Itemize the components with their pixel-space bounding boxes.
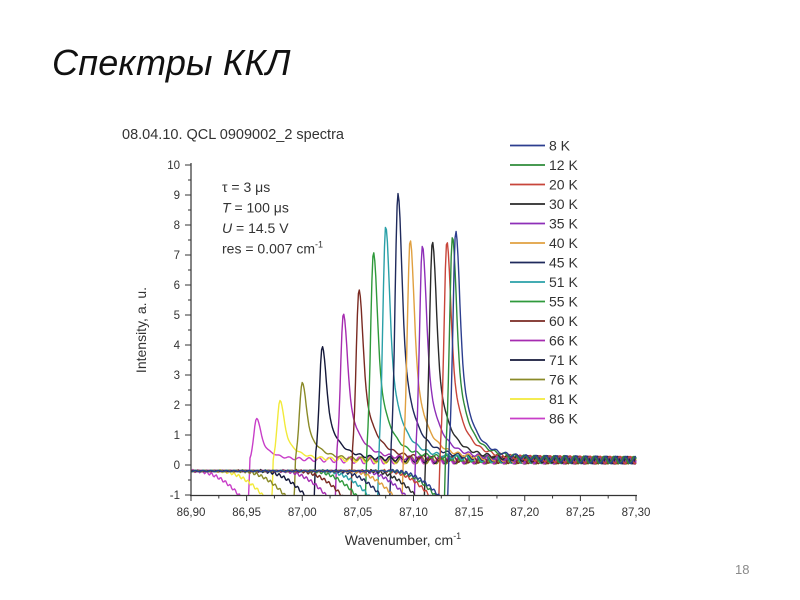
legend-item: 40 K — [510, 235, 578, 251]
y-tick-label: 2 — [174, 400, 180, 412]
x-axis-label-text: Wavenumber, cm — [345, 532, 453, 548]
legend-item: 66 K — [510, 333, 578, 349]
annotation-line: U = 14.5 V — [222, 220, 289, 236]
legend-label: 45 K — [549, 255, 578, 271]
x-axis-label-sup: -1 — [453, 531, 461, 541]
y-ticks: -1 0 1 2 3 4 5 6 7 8 9 10 — [167, 160, 191, 502]
x-tick-label: 87,10 — [399, 507, 428, 519]
annotation-value: = 100 μs — [231, 200, 289, 216]
x-tick-label: 86,95 — [232, 507, 261, 519]
annotation-value: = 3 μs — [228, 179, 271, 195]
x-tick-label: 87,30 — [622, 507, 651, 519]
legend-item: 81 K — [510, 391, 578, 407]
legend-item: 55 K — [510, 294, 578, 310]
legend-item: 12 K — [510, 157, 578, 173]
chart-title: 08.04.10. QCL 0909002_2 spectra — [122, 127, 345, 143]
annotation-symbol: T — [222, 200, 232, 216]
legend-label: 51 K — [549, 274, 578, 290]
annotation-value: = 0.007 cm — [241, 241, 315, 257]
legend-label: 35 K — [549, 216, 578, 232]
legend-label: 60 K — [549, 313, 578, 329]
y-tick-label: 1 — [174, 430, 180, 442]
y-tick-label: -1 — [170, 490, 180, 502]
legend-item: 51 K — [510, 274, 578, 290]
legend-item: 45 K — [510, 255, 578, 271]
legend-item: 30 K — [510, 196, 578, 212]
slide-number: 18 — [735, 562, 750, 577]
legend-item: 35 K — [510, 216, 578, 232]
legend-label: 12 K — [549, 157, 578, 173]
annotation-line: res = 0.007 cm-1 — [222, 240, 323, 257]
y-tick-label: 4 — [174, 340, 181, 352]
legend-item: 76 K — [510, 372, 578, 388]
legend-item: 86 K — [510, 411, 578, 427]
annotations: τ = 3 μs T = 100 μs U = 14.5 V res = 0.007 … — [222, 179, 323, 257]
legend-label: 40 K — [549, 235, 578, 251]
legend: 8 K 12 K 20 K 30 K 35 K 40 K 45 K 51 K 55 K 60 K 6… — [510, 138, 578, 427]
legend-label: 76 K — [549, 372, 578, 388]
annotation-sup: -1 — [315, 240, 323, 250]
legend-label: 86 K — [549, 411, 578, 427]
x-tick-label: 87,05 — [343, 507, 372, 519]
legend-label: 71 K — [549, 352, 578, 368]
curves-group — [191, 192, 637, 495]
y-tick-label: 0 — [174, 460, 180, 472]
legend-item: 60 K — [510, 313, 578, 329]
annotation-symbol: τ — [222, 179, 228, 195]
x-tick-label: 87,20 — [510, 507, 539, 519]
legend-label: 30 K — [549, 196, 578, 212]
x-tick-label: 87,15 — [455, 507, 484, 519]
legend-label: 55 K — [549, 294, 578, 310]
y-tick-label: 5 — [174, 310, 180, 322]
slide-title: Спектры ККЛ — [52, 42, 291, 83]
x-axis-label: Wavenumber, cm-1 — [345, 531, 461, 548]
x-tick-label: 87,25 — [566, 507, 595, 519]
y-tick-label: 7 — [174, 250, 180, 262]
annotation-symbol: res — [222, 241, 241, 257]
y-axis-label: Intensity, a. u. — [133, 287, 149, 373]
legend-item: 8 K — [510, 138, 571, 154]
legend-label: 81 K — [549, 391, 578, 407]
y-tick-label: 8 — [174, 220, 180, 232]
x-tick-label: 87,00 — [288, 507, 317, 519]
series-line-8k — [191, 230, 637, 495]
annotation-symbol: U — [222, 220, 233, 236]
annotation-line: T = 100 μs — [222, 200, 289, 216]
x-ticks: 86,90 86,95 87,00 87,05 87,10 87,15 87,20 87,25… — [177, 495, 651, 519]
y-tick-label: 10 — [167, 160, 180, 172]
legend-item: 20 K — [510, 177, 578, 193]
legend-label: 66 K — [549, 333, 578, 349]
y-tick-label: 9 — [174, 190, 180, 202]
annotation-value: = 14.5 V — [232, 220, 289, 236]
legend-item: 71 K — [510, 352, 578, 368]
x-tick-label: 86,90 — [177, 507, 206, 519]
annotation-line: τ = 3 μs — [222, 179, 270, 195]
legend-label: 8 K — [549, 138, 571, 154]
legend-label: 20 K — [549, 177, 578, 193]
y-tick-label: 3 — [174, 370, 180, 382]
y-tick-label: 6 — [174, 280, 180, 292]
